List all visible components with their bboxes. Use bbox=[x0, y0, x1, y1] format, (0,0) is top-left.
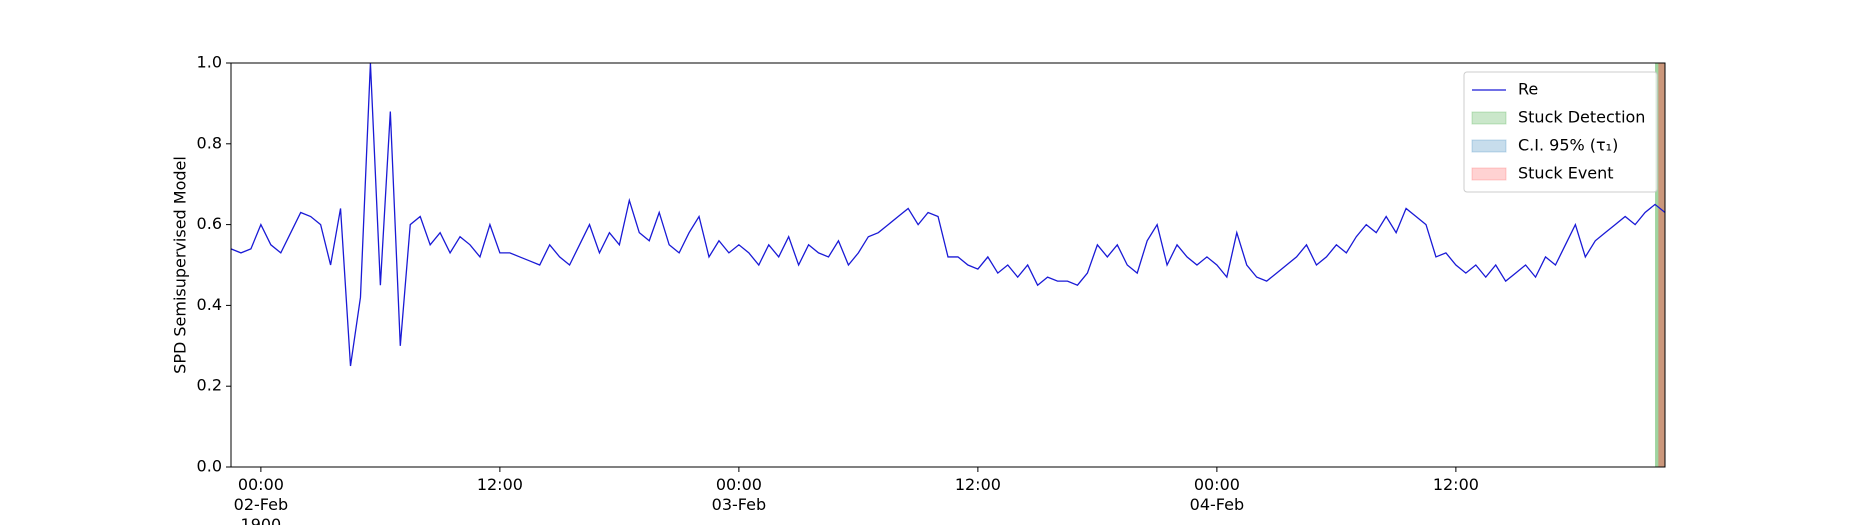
legend-label: Stuck Detection bbox=[1518, 108, 1645, 127]
y-tick-label: 0.6 bbox=[197, 214, 222, 233]
legend-label: Stuck Event bbox=[1518, 164, 1614, 183]
y-tick-label: 1.0 bbox=[197, 53, 222, 72]
x-tick-label: 12:00 bbox=[1432, 475, 1479, 494]
plot-frame bbox=[230, 62, 1666, 468]
legend: Re Stuck Detection C.I. 95% (τ₁) Stuck Even… bbox=[1463, 71, 1658, 193]
x-tick-label: 00:00 03-Feb bbox=[711, 475, 767, 514]
x-tick-label: 12:00 bbox=[954, 475, 1001, 494]
band bbox=[1655, 63, 1665, 467]
band bbox=[1658, 63, 1665, 467]
legend-patch bbox=[1471, 139, 1507, 153]
y-tick-label: 0.2 bbox=[197, 376, 222, 395]
line bbox=[230, 62, 1666, 367]
y-axis-label: SPD Semisupervised Model bbox=[171, 156, 190, 374]
legend-label: Re bbox=[1518, 80, 1538, 99]
y-tick-label: 0.8 bbox=[197, 133, 222, 152]
legend-patch bbox=[1471, 111, 1507, 125]
x-tick-label: 12:00 bbox=[476, 475, 523, 494]
legend-patch bbox=[1471, 167, 1507, 181]
x-tick-label: 00:00 02-Feb 1900 bbox=[233, 475, 289, 525]
y-tick-label: 0.0 bbox=[197, 457, 222, 476]
y-tick-label: 0.4 bbox=[197, 295, 222, 314]
x-tick-label: 00:00 04-Feb bbox=[1189, 475, 1245, 514]
legend-label: C.I. 95% (τ₁) bbox=[1518, 136, 1618, 155]
legend-box bbox=[1463, 71, 1658, 193]
